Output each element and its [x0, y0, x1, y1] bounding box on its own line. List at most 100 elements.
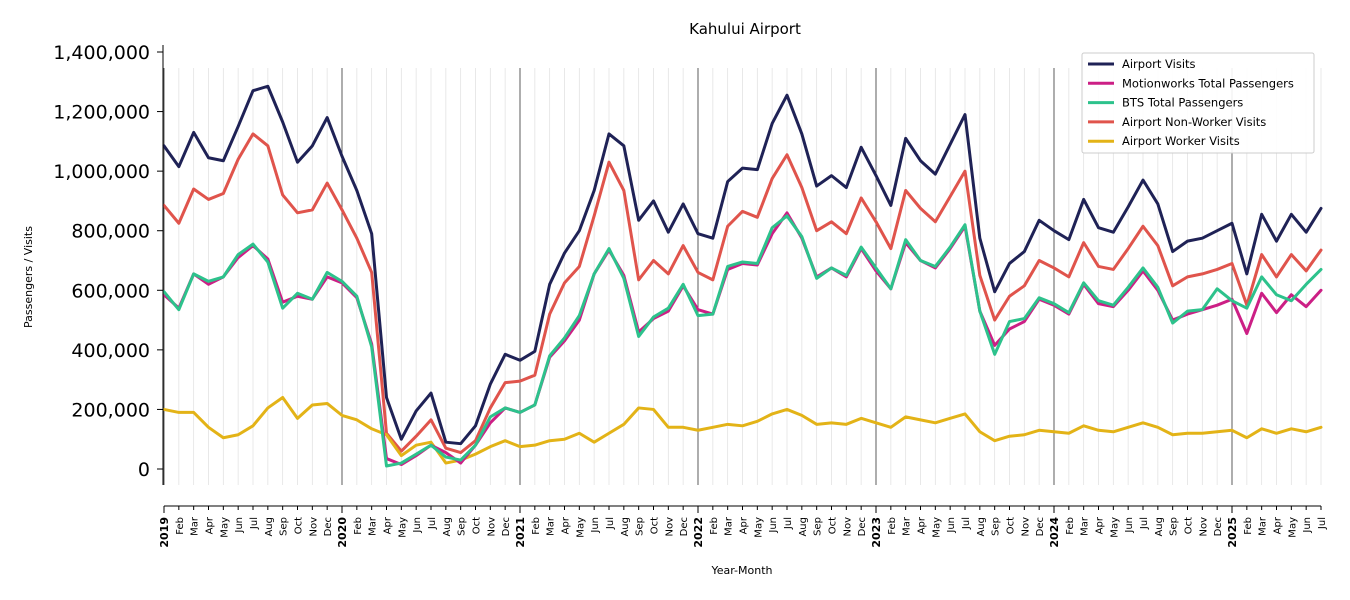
- x-tick-label-month: Apr: [205, 516, 216, 534]
- x-tick-label-month: Sep: [1169, 517, 1180, 536]
- x-tick-label-month: Aug: [442, 517, 453, 537]
- x-tick-label-month: Jun: [1302, 517, 1313, 534]
- series-line-bts-total-passengers: [162, 214, 1323, 468]
- x-tick-label-month: May: [1109, 517, 1120, 538]
- x-ticks: 2019 Feb Mar Apr May Jun Jul Aug Sep Oct Nov Dec 202…: [158, 506, 1328, 548]
- legend-box: [1081, 52, 1315, 154]
- legend-label: Motionworks Total Passengers: [1122, 76, 1294, 90]
- legend-label: Airport Worker Visits: [1122, 134, 1240, 148]
- x-tick-label-month: Jun: [946, 517, 957, 534]
- chart-title: Kahului Airport: [689, 20, 801, 38]
- x-tick-label-year: 2023: [870, 517, 883, 548]
- x-tick-label-month: Jul: [783, 517, 794, 530]
- x-tick-label-month: Apr: [917, 516, 928, 534]
- x-tick-label-month: May: [397, 517, 408, 538]
- x-tick-label-month: Jun: [412, 517, 423, 534]
- x-tick-label-month: Sep: [991, 517, 1002, 536]
- x-tick-label-month: Jun: [590, 517, 601, 534]
- legend-label: BTS Total Passengers: [1122, 96, 1243, 110]
- x-tick-label-month: Feb: [887, 517, 898, 535]
- x-tick-label-year: 2024: [1048, 517, 1061, 548]
- x-tick-label-month: Feb: [175, 517, 186, 535]
- x-tick-label-month: Nov: [664, 517, 675, 537]
- y-tick-label: 200,000: [71, 399, 150, 421]
- x-tick-label-month: Mar: [1258, 516, 1269, 536]
- x-tick-label-month: May: [219, 517, 230, 538]
- x-tick-label-year: 2025: [1226, 517, 1239, 548]
- y-tick-label: 400,000: [71, 340, 150, 362]
- x-tick-label-month: Aug: [798, 517, 809, 537]
- x-tick-label-year: 2020: [336, 517, 349, 548]
- x-tick-label-month: Oct: [294, 517, 305, 534]
- x-tick-label-month: Jul: [249, 517, 260, 530]
- x-tick-label-year: 2019: [158, 517, 171, 548]
- x-tick-label-month: Feb: [531, 517, 542, 535]
- y-ticks: 0 200,000 400,000 600,000 800,000 1,000,000 1,…: [53, 42, 163, 481]
- x-tick-label-month: Dec: [1035, 517, 1046, 536]
- x-tick-label-month: Dec: [857, 517, 868, 536]
- x-tick-label-month: Apr: [561, 516, 572, 534]
- x-tick-label-month: Feb: [709, 517, 720, 535]
- x-tick-label-month: Jul: [1139, 517, 1150, 530]
- x-tick-label-month: Sep: [813, 517, 824, 536]
- x-tick-label-month: Mar: [724, 516, 735, 536]
- x-tick-label-month: Feb: [353, 517, 364, 535]
- x-tick-label-month: Mar: [902, 516, 913, 536]
- x-tick-label-month: Oct: [650, 517, 661, 534]
- x-tick-label-month: Aug: [1154, 517, 1165, 537]
- x-tick-label-month: Oct: [472, 517, 483, 534]
- x-tick-label-month: Dec: [323, 517, 334, 536]
- y-tick-label: 1,000,000: [53, 161, 150, 183]
- x-tick-label-month: Dec: [1213, 517, 1224, 536]
- x-tick-label-month: Jul: [1317, 517, 1328, 530]
- x-tick-label-month: Nov: [308, 517, 319, 537]
- y-tick-label: 1,200,000: [53, 102, 150, 124]
- legend-label: Airport Non-Worker Visits: [1122, 115, 1266, 129]
- y-tick-label: 0: [138, 459, 150, 481]
- x-tick-label-month: Sep: [635, 517, 646, 536]
- series-line-airport-worker-visits: [162, 396, 1323, 465]
- x-tick-label-month: Sep: [457, 517, 468, 536]
- y-axis-label: Passengers / Visits: [22, 226, 35, 328]
- y-tick-label: 600,000: [71, 280, 150, 302]
- x-tick-label-month: Jul: [961, 517, 972, 530]
- x-tick-label-month: Oct: [1006, 517, 1017, 534]
- x-tick-label-month: Aug: [976, 517, 987, 537]
- x-tick-label-year: 2022: [692, 517, 705, 548]
- legend-label: Airport Visits: [1122, 57, 1196, 71]
- x-tick-label-month: Mar: [368, 516, 379, 536]
- series-lines: [162, 84, 1323, 468]
- x-tick-label-month: May: [1287, 517, 1298, 538]
- x-tick-label-month: Feb: [1065, 517, 1076, 535]
- x-tick-label-month: Apr: [383, 516, 394, 534]
- y-tick-label: 800,000: [71, 221, 150, 243]
- x-tick-label-month: Sep: [279, 517, 290, 536]
- x-tick-label-month: Aug: [264, 517, 275, 537]
- x-tick-label-month: Mar: [546, 516, 557, 536]
- series-line-airport-visits: [162, 84, 1323, 446]
- x-tick-label-month: Nov: [842, 517, 853, 537]
- x-tick-label-month: Jul: [605, 517, 616, 530]
- x-tick-label-month: Feb: [1243, 517, 1254, 535]
- legend: Airport Visits Motionworks Total Passenge…: [1081, 52, 1315, 154]
- x-tick-label-month: Mar: [190, 516, 201, 536]
- x-tick-label-month: Jul: [427, 517, 438, 530]
- x-tick-label-month: Jun: [234, 517, 245, 534]
- y-tick-label: 1,400,000: [53, 42, 150, 64]
- x-tick-label-month: Oct: [828, 517, 839, 534]
- series-line-airport-non-worker-visits: [162, 132, 1323, 455]
- x-tick-label-month: Nov: [1198, 517, 1209, 537]
- x-tick-label-month: May: [753, 517, 764, 538]
- x-tick-label-month: Jun: [1124, 517, 1135, 534]
- x-tick-label-month: May: [931, 517, 942, 538]
- x-tick-label-month: Aug: [620, 517, 631, 537]
- x-tick-label-month: Dec: [679, 517, 690, 536]
- x-tick-label-month: Nov: [486, 517, 497, 537]
- x-tick-label-month: Dec: [501, 517, 512, 536]
- x-tick-label-month: Mar: [1080, 516, 1091, 536]
- x-axis-label: Year-Month: [710, 564, 772, 577]
- x-tick-label-month: Apr: [1095, 516, 1106, 534]
- x-tick-label-month: Apr: [739, 516, 750, 534]
- x-tick-label-month: Jun: [768, 517, 779, 534]
